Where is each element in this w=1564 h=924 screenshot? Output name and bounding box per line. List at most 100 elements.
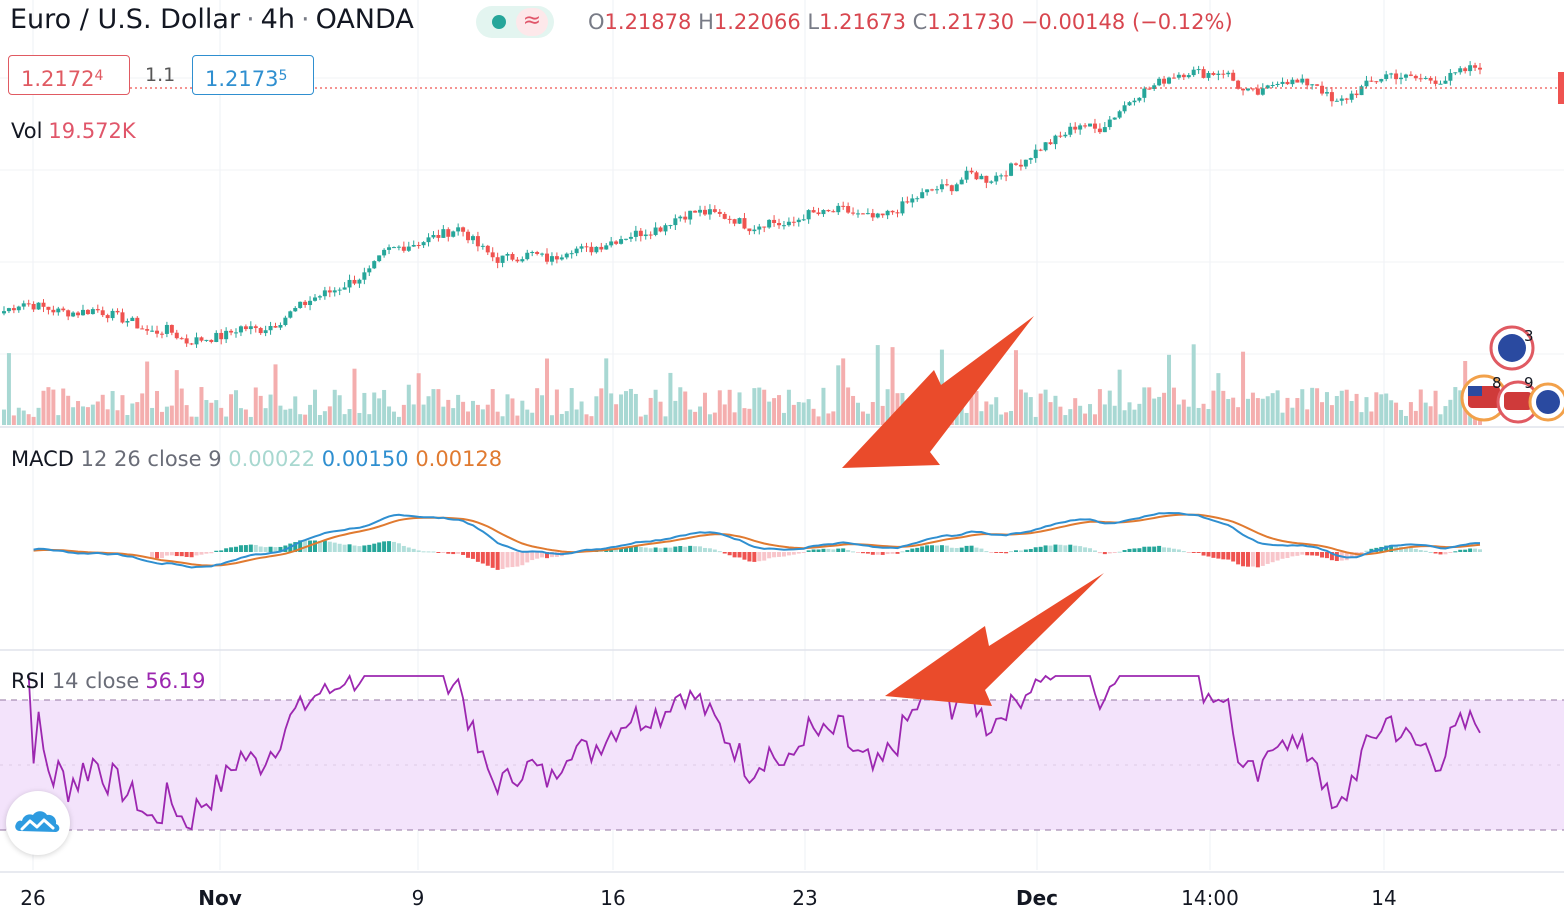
macd-hist-bar [791, 552, 796, 555]
volume-bar [1389, 400, 1394, 425]
volume-bar [1443, 406, 1448, 425]
buy-price-button[interactable]: 1.21735 [192, 55, 314, 95]
macd-signal-line [33, 513, 1481, 567]
volume-bar [777, 395, 782, 425]
macd-signal-value: 0.00128 [415, 447, 503, 471]
volume-bar [1191, 344, 1196, 425]
candle-body [515, 259, 520, 262]
volume-legend[interactable]: Vol 19.572K [11, 119, 136, 143]
data-delay-icon[interactable]: ≈ [516, 8, 548, 36]
candle-body [312, 297, 317, 301]
candle-body [772, 219, 777, 223]
candle-body [480, 245, 485, 247]
volume-bar [786, 389, 791, 425]
sell-price-button[interactable]: 1.21724 [8, 55, 130, 95]
interval[interactable]: 4h [260, 4, 295, 35]
macd-hist-bar [174, 552, 179, 557]
volume-bar [698, 406, 703, 425]
symbol-title[interactable]: Euro / U.S. Dollar · 4h · OANDA [10, 4, 414, 35]
macd-hist-bar [851, 551, 856, 553]
candle-body [905, 201, 910, 203]
volume-bar [327, 406, 332, 425]
macd-hist-bar [678, 546, 683, 552]
candle-body [11, 308, 16, 311]
candle-body [1305, 78, 1310, 86]
candle-body [1122, 105, 1127, 112]
volume-bar [757, 387, 762, 425]
candle-body [1191, 69, 1196, 76]
volume-bar [312, 389, 317, 425]
macd-hist-bar [480, 552, 485, 564]
macd-hist-bar [401, 545, 406, 552]
candle-body [954, 184, 959, 192]
volume-bar [717, 390, 722, 425]
volume-bar [273, 364, 278, 425]
volume-bar [1374, 392, 1379, 425]
candle-body [263, 330, 268, 334]
macd-hist-bar [1171, 548, 1176, 552]
open-value: 1.21878 [604, 10, 692, 34]
macd-hist-bar [737, 552, 742, 558]
candle-body [564, 253, 569, 258]
candle-body [619, 239, 624, 244]
volume-bar [579, 401, 584, 425]
volume-bar [436, 389, 441, 425]
close-value: 1.21730 [927, 10, 1015, 34]
volume-bar [589, 416, 594, 425]
macd-hist-bar [505, 552, 510, 568]
volume-bar [411, 404, 416, 425]
eu-flag-icon-2 [1536, 390, 1560, 414]
volume-bar [875, 345, 880, 425]
candle-body [895, 212, 900, 214]
volume-bar [470, 400, 475, 425]
candle-body [698, 209, 703, 213]
candle-body [747, 228, 752, 232]
tradingview-logo[interactable] [6, 791, 70, 855]
volume-bar [821, 387, 826, 425]
rsi-legend[interactable]: RSI 14 close 56.19 [11, 669, 205, 693]
macd-legend[interactable]: MACD 12 26 close 9 0.00022 0.00150 0.001… [11, 447, 502, 471]
candle-body [875, 213, 880, 218]
candle-body [939, 184, 944, 190]
volume-bar [179, 388, 184, 425]
candle-body [140, 328, 145, 330]
macd-hist-bar [421, 551, 426, 553]
volume-bar [1048, 402, 1053, 425]
volume-bar [732, 412, 737, 425]
volume-bar [155, 390, 160, 425]
macd-hist-bar [1369, 548, 1374, 552]
macd-hist-bar [712, 549, 717, 552]
market-status-pill[interactable]: ≈ [476, 6, 554, 38]
candle-body [130, 317, 135, 322]
volume-bar [1418, 389, 1423, 425]
economic-events[interactable] [1460, 325, 1564, 424]
macd-hist-bar [520, 552, 525, 566]
macd-hist-bar [540, 552, 545, 558]
macd-hist-bar [293, 542, 298, 552]
macd-hist-bar [1201, 552, 1206, 556]
volume-bar [880, 405, 885, 425]
macd-hist-bar [1181, 551, 1186, 553]
symbol-name[interactable]: Euro / U.S. Dollar [10, 4, 241, 35]
volume-bar [1009, 410, 1014, 425]
macd-hist-bar [204, 552, 209, 554]
macd-hist-bar [1068, 544, 1073, 552]
candle-body [1063, 134, 1068, 137]
macd-hist-bar [762, 552, 767, 561]
volume-bar [456, 394, 461, 425]
volume-bar [1186, 406, 1191, 425]
macd-hist-bar [1265, 552, 1270, 564]
candle-body [915, 198, 920, 200]
macd-hist-bar [1305, 552, 1310, 556]
volume-bar [1196, 407, 1201, 425]
candle-body [885, 210, 890, 216]
cloud-logo-icon [15, 811, 60, 832]
candlesticks[interactable] [2, 61, 1482, 348]
macd-hist-bar [470, 552, 475, 559]
candle-body [545, 253, 550, 262]
macd-hist-bar [342, 544, 347, 552]
volume-bar [396, 416, 401, 425]
volume-bar [1038, 393, 1043, 425]
macd-hist-bar [934, 545, 939, 552]
